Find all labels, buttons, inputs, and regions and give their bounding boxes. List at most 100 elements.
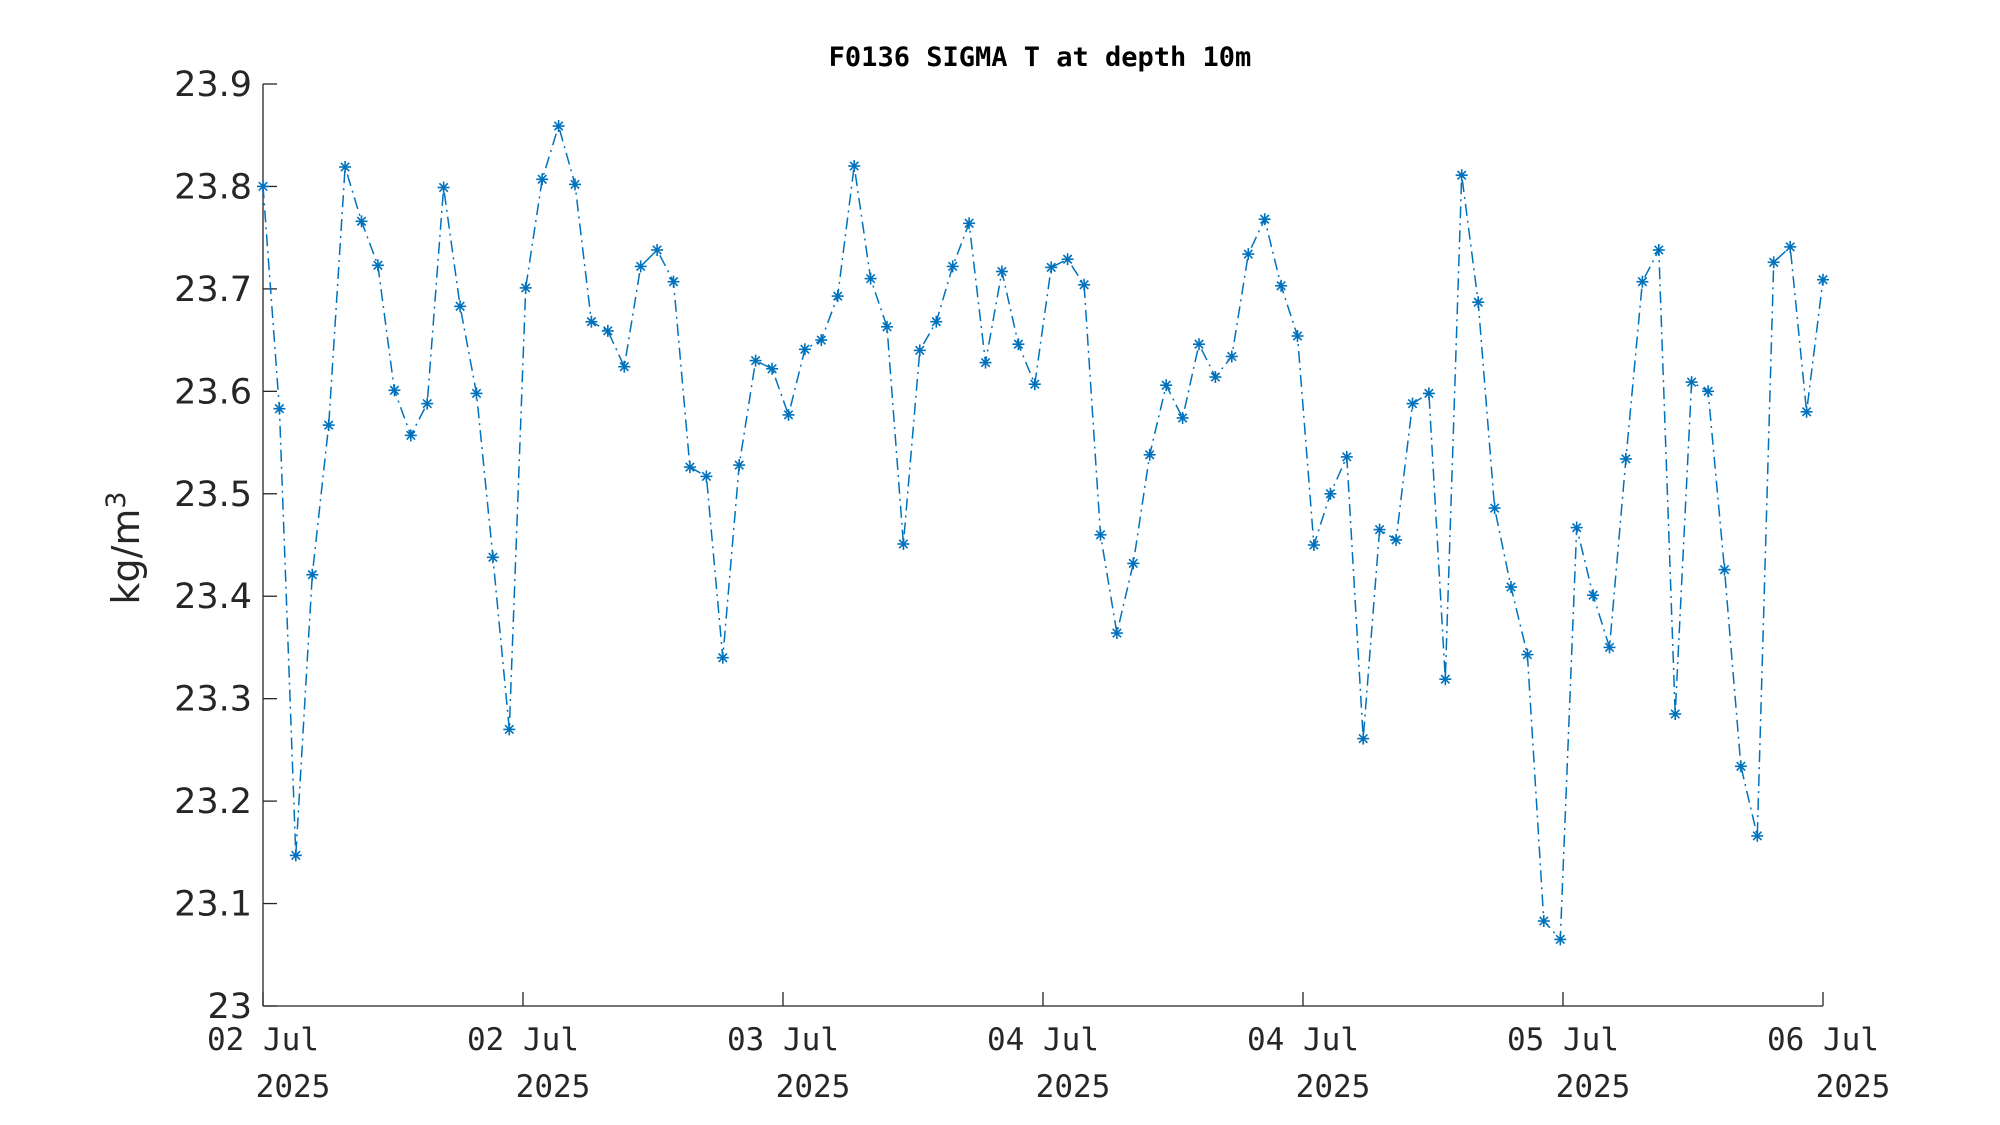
data-point bbox=[815, 334, 828, 347]
y-tick-label: 23.1 bbox=[174, 885, 252, 925]
data-point bbox=[1751, 829, 1764, 842]
x-tick-label-year: 2025 bbox=[1816, 1069, 1891, 1105]
data-point bbox=[585, 315, 598, 328]
data-point bbox=[1784, 240, 1797, 253]
data-point bbox=[1767, 256, 1780, 269]
data-point bbox=[257, 180, 269, 193]
data-point bbox=[1554, 933, 1567, 946]
x-tick-label-day: 02 Jul bbox=[467, 1022, 579, 1058]
data-point bbox=[503, 723, 516, 736]
data-point bbox=[1603, 641, 1616, 654]
data-point bbox=[1357, 732, 1370, 745]
data-point bbox=[1734, 760, 1747, 773]
data-point bbox=[1225, 350, 1238, 363]
data-point bbox=[601, 324, 614, 337]
data-point bbox=[1307, 539, 1320, 551]
data-point bbox=[437, 181, 450, 194]
y-axis-label-superscript: 3 bbox=[101, 491, 132, 508]
y-tick-label: 23 bbox=[207, 987, 252, 1027]
data-point bbox=[569, 178, 581, 191]
x-tick-label-day: 04 Jul bbox=[987, 1022, 1099, 1058]
data-point bbox=[897, 538, 910, 550]
data-point bbox=[683, 461, 696, 474]
data-point bbox=[388, 384, 401, 397]
data-point bbox=[831, 290, 844, 303]
y-axis: 23 23.1 23.2 23.3 23.4 23.5 23.6 23.7 23.8 23.9 bbox=[174, 65, 277, 1027]
data-point bbox=[749, 354, 762, 367]
data-point bbox=[733, 459, 746, 472]
data-point bbox=[1570, 521, 1583, 534]
data-point bbox=[322, 419, 335, 432]
data-point bbox=[946, 260, 959, 273]
x-tick-label-year: 2025 bbox=[516, 1069, 591, 1105]
data-point bbox=[1340, 450, 1353, 463]
data-point bbox=[634, 260, 647, 273]
y-tick-label: 23.3 bbox=[174, 680, 252, 720]
x-axis: 02 Jul 2025 02 Jul 2025 03 Jul 2025 04 Jul 2025… bbox=[207, 992, 1890, 1105]
data-point bbox=[1045, 261, 1058, 274]
data-point bbox=[848, 160, 861, 172]
data-point bbox=[651, 244, 664, 256]
data-point bbox=[1061, 253, 1074, 266]
chart-title: F0136 SIGMA T at depth 10m bbox=[829, 42, 1252, 73]
data-point bbox=[1702, 385, 1715, 398]
y-tick-label: 23.4 bbox=[174, 577, 252, 617]
data-point bbox=[913, 344, 926, 357]
data-point bbox=[1193, 338, 1205, 351]
y-tick-label: 23.6 bbox=[174, 372, 252, 412]
data-point bbox=[881, 320, 893, 333]
data-point bbox=[1242, 248, 1255, 261]
data-point bbox=[306, 568, 319, 581]
data-point bbox=[486, 551, 499, 564]
x-tick-label-day: 05 Jul bbox=[1507, 1022, 1619, 1058]
data-point bbox=[1685, 376, 1698, 389]
data-point bbox=[1012, 338, 1025, 351]
data-point bbox=[404, 429, 417, 442]
data-point bbox=[1652, 244, 1665, 256]
data-point bbox=[1143, 448, 1156, 461]
data-point bbox=[667, 275, 680, 288]
data-point bbox=[930, 315, 943, 328]
data-point bbox=[536, 173, 549, 186]
data-point bbox=[798, 343, 811, 356]
data-point bbox=[618, 360, 631, 373]
data-point bbox=[1127, 557, 1140, 570]
y-tick-label: 23.8 bbox=[174, 167, 252, 207]
data-point bbox=[454, 300, 467, 313]
data-point bbox=[1817, 273, 1829, 286]
data-point bbox=[519, 281, 532, 294]
data-point bbox=[1291, 330, 1304, 342]
data-point bbox=[470, 387, 483, 400]
data-point bbox=[1390, 533, 1403, 546]
data-point bbox=[1505, 581, 1517, 593]
data-point bbox=[1258, 213, 1271, 226]
y-tick-label: 23.5 bbox=[174, 475, 252, 515]
data-point bbox=[782, 408, 795, 421]
data-point bbox=[552, 120, 565, 132]
series-line bbox=[262, 123, 1824, 942]
y-tick-label: 23.7 bbox=[174, 270, 252, 310]
data-point bbox=[1472, 296, 1485, 309]
data-point bbox=[273, 402, 286, 415]
data-point bbox=[1209, 371, 1222, 383]
x-tick-label-day: 06 Jul bbox=[1767, 1022, 1879, 1058]
data-point bbox=[700, 470, 713, 483]
data-point bbox=[1406, 397, 1419, 410]
data-point bbox=[1800, 405, 1813, 418]
data-point bbox=[1488, 502, 1501, 515]
x-tick-label-day: 03 Jul bbox=[727, 1022, 839, 1058]
data-point bbox=[1422, 387, 1435, 400]
x-tick-label-year: 2025 bbox=[776, 1069, 851, 1105]
data-point bbox=[1176, 412, 1189, 424]
data-point bbox=[766, 362, 779, 375]
data-point bbox=[289, 849, 302, 862]
data-point bbox=[1324, 487, 1337, 500]
data-point bbox=[979, 356, 992, 369]
data-point bbox=[1160, 379, 1173, 392]
data-point bbox=[1718, 563, 1731, 576]
data-point bbox=[1636, 275, 1649, 288]
data-point bbox=[1439, 673, 1452, 686]
data-point bbox=[1275, 279, 1288, 292]
data-point bbox=[1521, 648, 1534, 661]
